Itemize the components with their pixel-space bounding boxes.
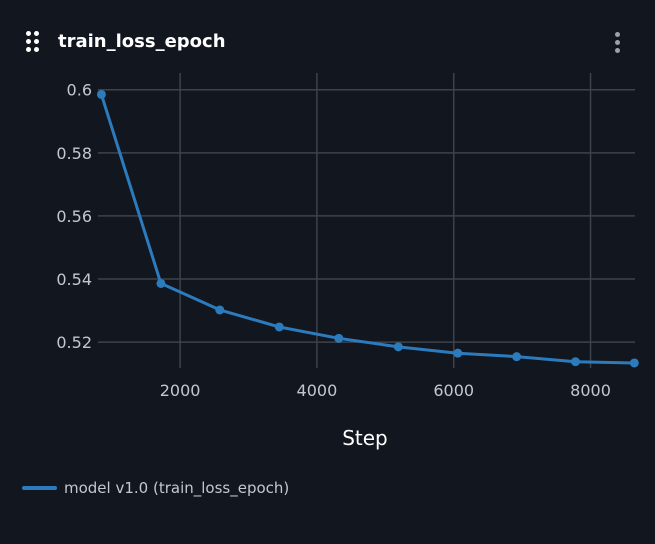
data-point[interactable] xyxy=(274,322,284,332)
panel-title: train_loss_epoch xyxy=(58,31,226,52)
line-chart[interactable]: 0.52 0.54 0.56 0.58 0.6 2000 4000 6000 8000 Step xyxy=(0,0,655,460)
data-point[interactable] xyxy=(512,352,522,362)
y-tick-label: 0.54 xyxy=(56,270,92,289)
x-tick-label: 2000 xyxy=(160,381,201,400)
data-point[interactable] xyxy=(570,357,580,367)
y-tick-label: 0.56 xyxy=(56,207,92,226)
legend-item[interactable]: model v1.0 (train_loss_epoch) xyxy=(22,477,289,499)
panel-header: train_loss_epoch xyxy=(0,0,655,84)
y-tick-label: 0.52 xyxy=(56,333,92,352)
x-tick-label: 4000 xyxy=(297,381,338,400)
data-point[interactable] xyxy=(629,358,639,368)
x-axis-label: Step xyxy=(342,426,388,450)
data-point[interactable] xyxy=(156,278,166,288)
data-point[interactable] xyxy=(393,342,403,352)
data-point[interactable] xyxy=(215,305,225,315)
data-point[interactable] xyxy=(96,89,106,99)
y-tick-label: 0.58 xyxy=(56,144,92,163)
data-point[interactable] xyxy=(453,348,463,358)
x-tick-label: 6000 xyxy=(433,381,474,400)
legend-swatch xyxy=(22,486,57,490)
kebab-menu-icon[interactable] xyxy=(608,30,628,56)
series-line xyxy=(99,93,636,365)
x-tick-label: 8000 xyxy=(570,381,611,400)
data-point[interactable] xyxy=(334,333,344,343)
y-tick-label: 0.6 xyxy=(67,81,92,100)
legend-label: model v1.0 (train_loss_epoch) xyxy=(64,479,290,497)
drag-dots-icon[interactable] xyxy=(26,31,40,53)
